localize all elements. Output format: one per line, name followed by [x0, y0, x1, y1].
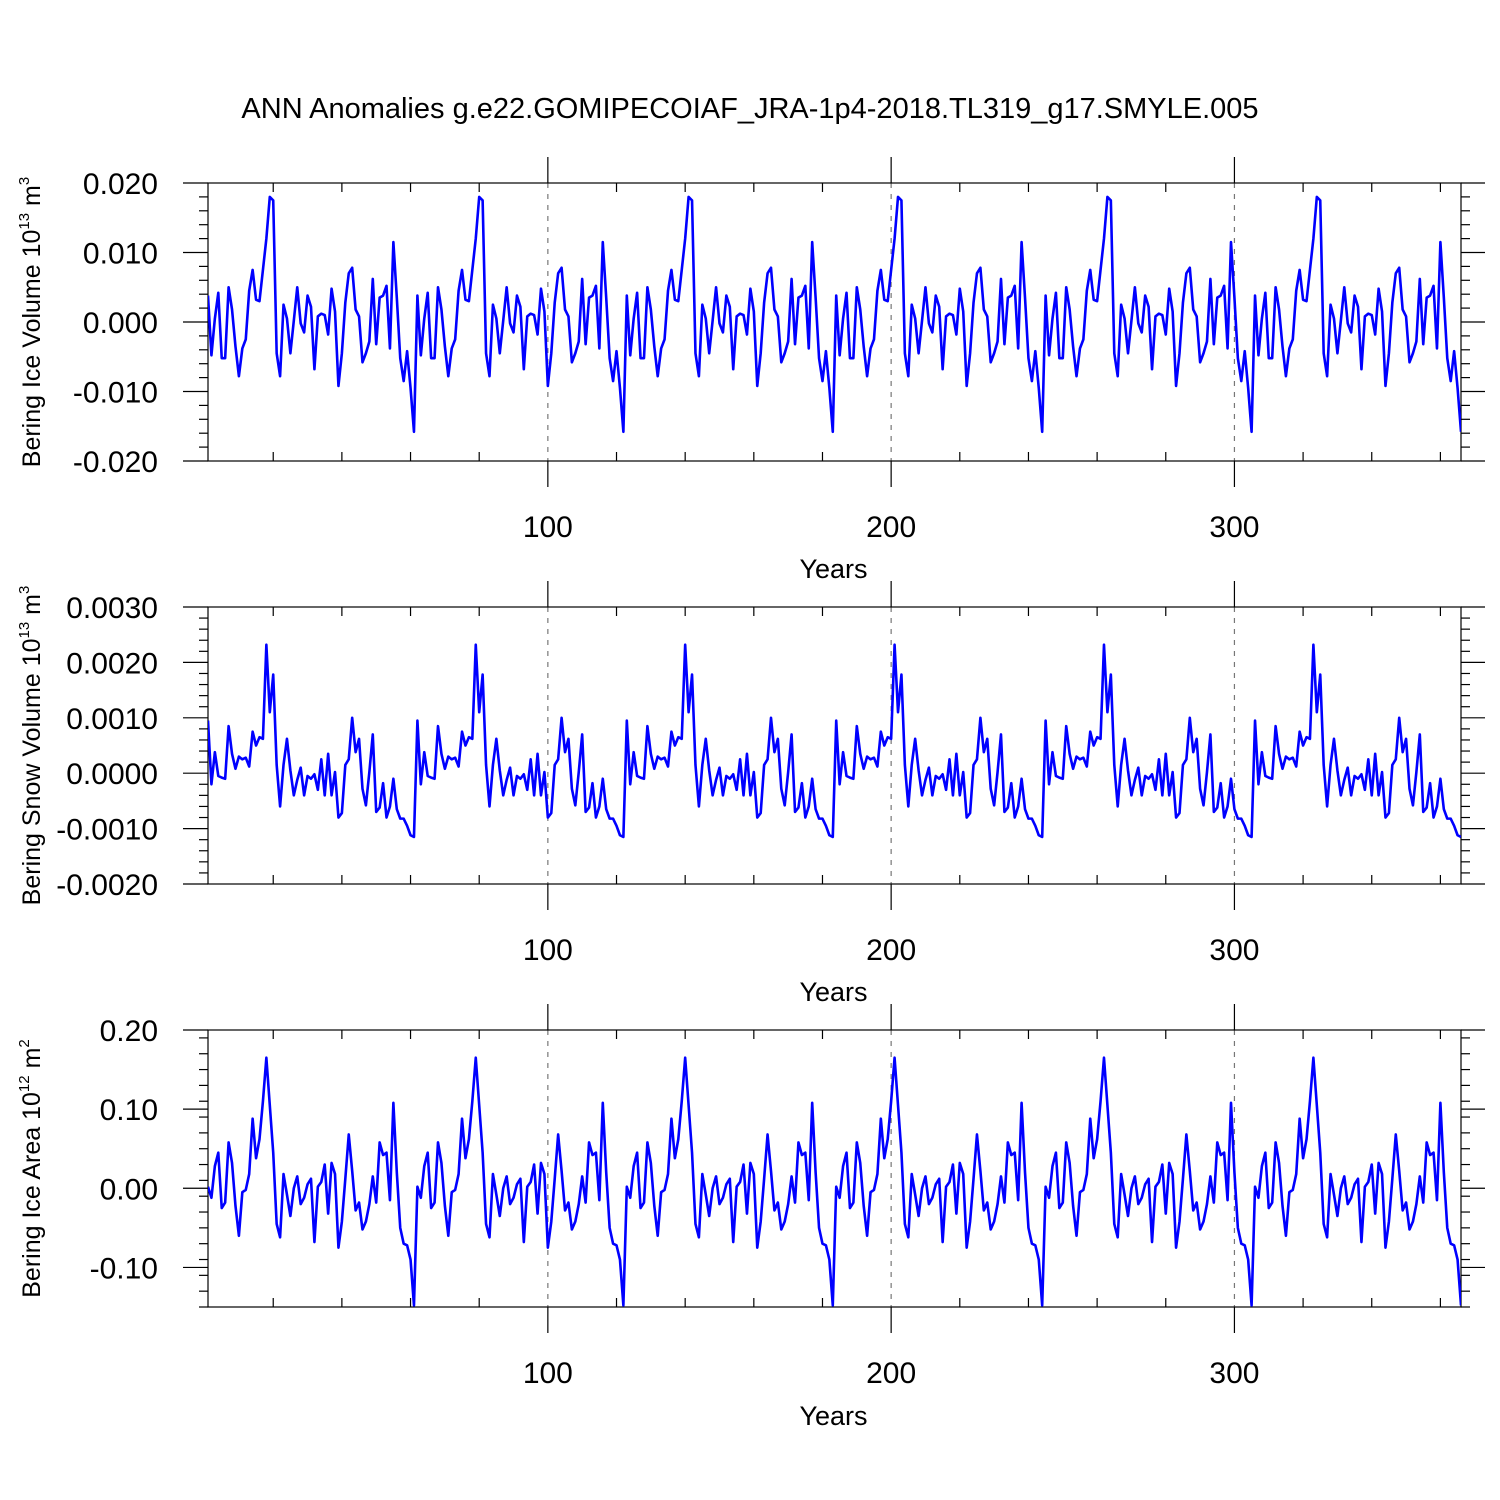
- x-tick-label: 300: [1209, 934, 1259, 967]
- x-tick-label: 100: [523, 511, 573, 544]
- bering-snow-volume-series-line: [208, 643, 1461, 839]
- y-tick-label: 0.10: [100, 1094, 158, 1127]
- chart-title: ANN Anomalies g.e22.GOMIPECOIAF_JRA-1p4-…: [241, 93, 1258, 125]
- x-tick-label: 200: [866, 934, 916, 967]
- bering-ice-area-panel: 100 200 300 -0.10 0.00 0.10 0.20 Years Bering Ic…: [16, 1004, 1485, 1431]
- y-tick-label: 0.010: [83, 238, 158, 271]
- y-tick-label: 0.0010: [66, 703, 158, 736]
- y-tick-label: 0.0030: [66, 592, 158, 625]
- bering-ice-volume-series-line: [208, 195, 1461, 434]
- x-tick-label: 100: [523, 934, 573, 967]
- plot-frame: [207, 1029, 1462, 1308]
- y-axis-label: Bering Snow Volume 1013 m3: [16, 586, 46, 906]
- y-tick-label: 0.0020: [66, 647, 158, 680]
- x-axis-label: Years: [799, 977, 867, 1007]
- y-tick-label: 0.00: [100, 1173, 158, 1206]
- y-tick-label: 0.20: [100, 1015, 158, 1048]
- x-tick-label: 100: [523, 1357, 573, 1390]
- y-tick-label: -0.10: [90, 1252, 158, 1285]
- y-axis-label: Bering Ice Volume 1013 m3: [16, 177, 46, 467]
- chart-panels: 100 200 300 -0.020 -0.010 0.000 0.010 0.020 Year…: [16, 157, 1485, 1431]
- y-tick-label: -0.0020: [56, 869, 158, 902]
- y-tick-label: 0.0000: [66, 758, 158, 791]
- y-tick-label: -0.010: [73, 377, 158, 410]
- plot-frame: [207, 606, 1462, 885]
- bering-ice-area-series-line: [208, 1056, 1461, 1307]
- x-tick-label: 200: [866, 1357, 916, 1390]
- y-tick-label: -0.020: [73, 446, 158, 479]
- y-tick-label: -0.0010: [56, 814, 158, 847]
- x-tick-label: 300: [1209, 511, 1259, 544]
- bering-snow-volume-panel: 100 200 300 -0.0020 -0.0010 0.0000 0.0010 0.002…: [16, 581, 1485, 1007]
- y-axis-label: Bering Ice Area 1012 m2: [16, 1039, 46, 1298]
- y-tick-label: 0.020: [83, 168, 158, 201]
- x-tick-label: 200: [866, 511, 916, 544]
- x-tick-label: 300: [1209, 1357, 1259, 1390]
- x-axis-label: Years: [799, 1401, 867, 1431]
- y-tick-label: 0.000: [83, 307, 158, 340]
- bering-ice-volume-panel: 100 200 300 -0.020 -0.010 0.000 0.010 0.020 Year…: [16, 157, 1485, 584]
- x-axis-label: Years: [799, 554, 867, 584]
